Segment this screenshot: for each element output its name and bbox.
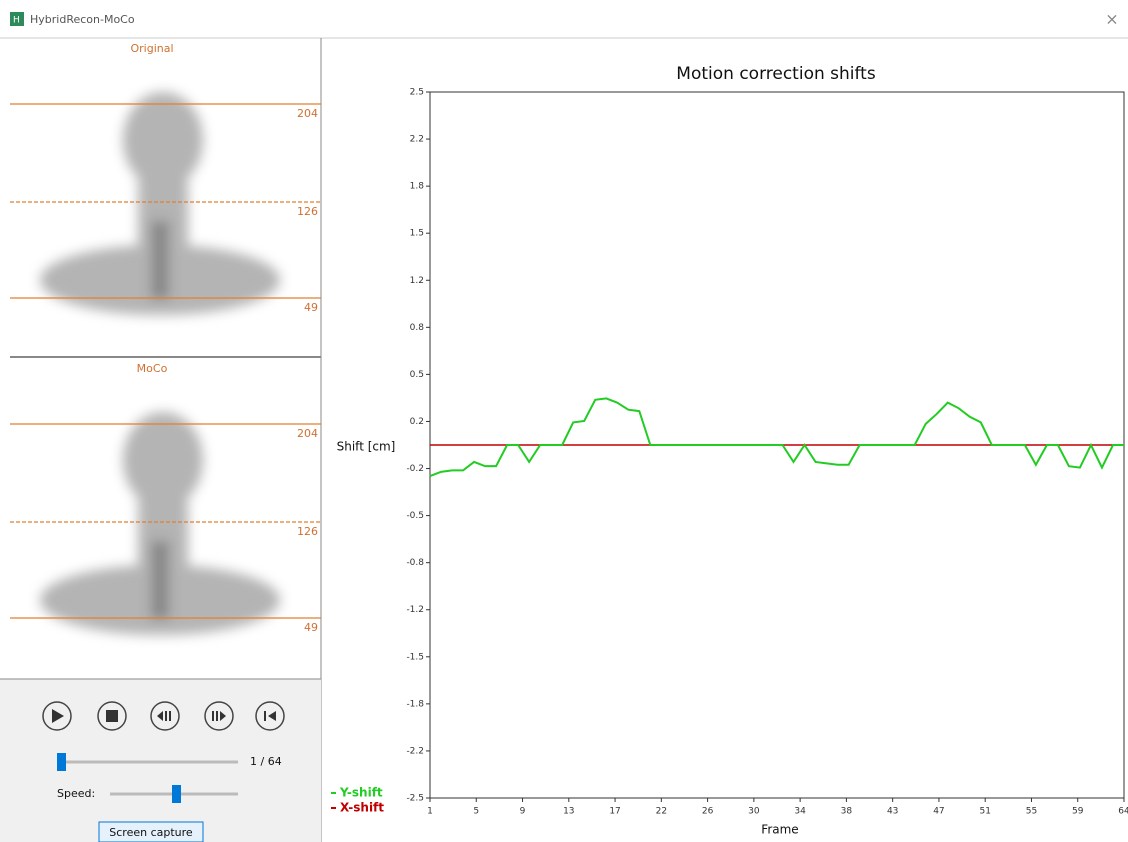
x-tick-label: 43 <box>887 807 898 817</box>
x-tick-label: 55 <box>1026 807 1037 817</box>
y-tick-label: 0.5 <box>410 370 424 380</box>
legend-label: Y-shift <box>339 786 383 800</box>
panel-title: Original <box>130 42 173 55</box>
y-tick-label: 2.5 <box>410 88 424 98</box>
step-back-icon <box>165 711 167 721</box>
x-tick-label: 9 <box>520 807 526 817</box>
scan-head <box>123 412 203 508</box>
scan-spine <box>150 220 170 300</box>
speed-slider-thumb[interactable] <box>172 785 181 803</box>
x-tick-label: 59 <box>1072 807 1084 817</box>
y-tick-label: -1.2 <box>406 605 424 615</box>
x-tick-label: 17 <box>609 807 620 817</box>
level-label: 49 <box>304 301 318 314</box>
frame-slider-thumb[interactable] <box>57 753 66 771</box>
step-forward-icon <box>216 711 218 721</box>
scan-image <box>40 412 280 635</box>
x-tick-label: 51 <box>979 807 990 817</box>
level-label: 126 <box>297 525 318 538</box>
x-tick-label: 22 <box>656 807 667 817</box>
y-tick-label: 2.2 <box>410 135 424 145</box>
y-tick-label: -2.5 <box>406 794 424 804</box>
x-tick-label: 30 <box>748 807 760 817</box>
series-line <box>430 398 1124 476</box>
y-axis-label: Shift [cm] <box>337 440 396 454</box>
x-tick-label: 47 <box>933 807 944 817</box>
y-tick-label: -0.2 <box>406 464 424 474</box>
y-tick-label: -2.2 <box>406 746 424 756</box>
y-tick-label: 1.5 <box>410 229 424 239</box>
close-button[interactable]: × <box>1105 10 1118 29</box>
y-tick-label: 0.8 <box>410 323 425 333</box>
scan-head <box>123 92 203 188</box>
stop-icon <box>106 710 118 722</box>
chart-title: Motion correction shifts <box>676 64 876 84</box>
y-tick-label: -0.8 <box>406 558 424 568</box>
x-tick-label: 13 <box>563 807 574 817</box>
screen-capture-label: Screen capture <box>109 826 193 839</box>
scan-spine <box>150 540 170 620</box>
app-window: H HybridRecon-MoCo × Original20412649MoC… <box>0 0 1128 842</box>
y-tick-label: -0.5 <box>406 511 424 521</box>
y-tick-label: 1.2 <box>410 276 424 286</box>
speed-label: Speed: <box>57 787 95 800</box>
frame-counter: 1 / 64 <box>250 755 282 768</box>
panel-title: MoCo <box>137 362 168 375</box>
window-title: HybridRecon-MoCo <box>30 13 135 26</box>
level-label: 126 <box>297 205 318 218</box>
x-tick-label: 38 <box>841 807 853 817</box>
y-tick-label: -1.8 <box>406 699 424 709</box>
y-tick-label: 0.2 <box>410 417 424 427</box>
x-tick-label: 26 <box>702 807 714 817</box>
rewind-icon <box>264 711 266 721</box>
y-tick-label: 1.8 <box>410 182 425 192</box>
x-tick-label: 1 <box>427 807 433 817</box>
level-label: 204 <box>297 107 318 120</box>
screen: H HybridRecon-MoCo × Original20412649MoC… <box>0 0 1128 842</box>
x-axis-label: Frame <box>761 823 798 837</box>
x-tick-label: 64 <box>1118 807 1128 817</box>
level-label: 49 <box>304 621 318 634</box>
step-back-icon <box>169 711 171 721</box>
step-forward-icon <box>212 711 214 721</box>
y-tick-label: -1.5 <box>406 652 424 662</box>
level-label: 204 <box>297 427 318 440</box>
scan-image <box>40 92 280 315</box>
app-icon-letter: H <box>13 16 20 26</box>
x-tick-label: 5 <box>473 807 479 817</box>
x-tick-label: 34 <box>794 807 806 817</box>
legend-label: X-shift <box>340 801 384 815</box>
